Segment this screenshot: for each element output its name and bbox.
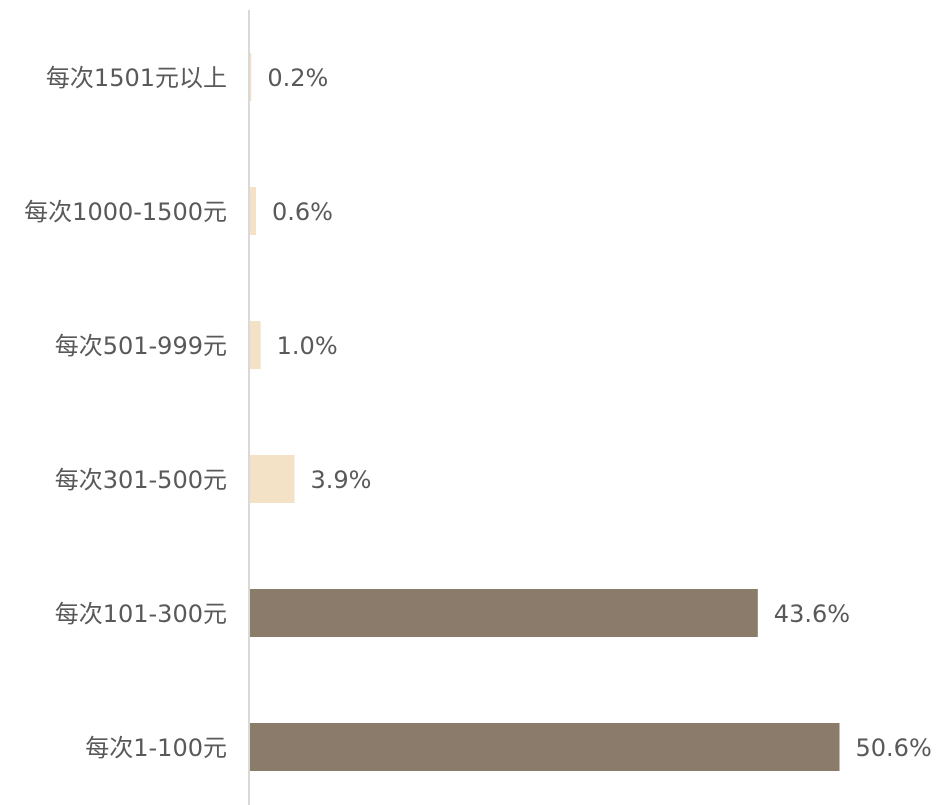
bars-layer [249,53,840,771]
category-label: 每次1-100元 [85,734,227,762]
category-label: 每次1000-1500元 [24,198,227,226]
bar-0 [249,53,252,101]
value-label: 3.9% [311,466,372,494]
value-label: 43.6% [774,600,850,628]
bar-4 [249,589,758,637]
category-label: 每次1501元以上 [46,64,227,92]
value-label: 50.6% [856,734,932,762]
bar-1 [249,187,257,235]
value-label: 1.0% [277,332,338,360]
category-label: 每次501-999元 [55,332,227,360]
value-label: 0.6% [272,198,333,226]
bar-5 [249,723,840,771]
category-label: 每次301-500元 [55,466,227,494]
labels-layer: 每次1501元以上 0.2% 每次1000-1500元 0.6% 每次501-999元 1… [24,64,932,762]
bar-3 [249,455,295,503]
bar-2 [249,321,261,369]
category-label: 每次101-300元 [55,600,227,628]
value-label: 0.2% [267,64,328,92]
